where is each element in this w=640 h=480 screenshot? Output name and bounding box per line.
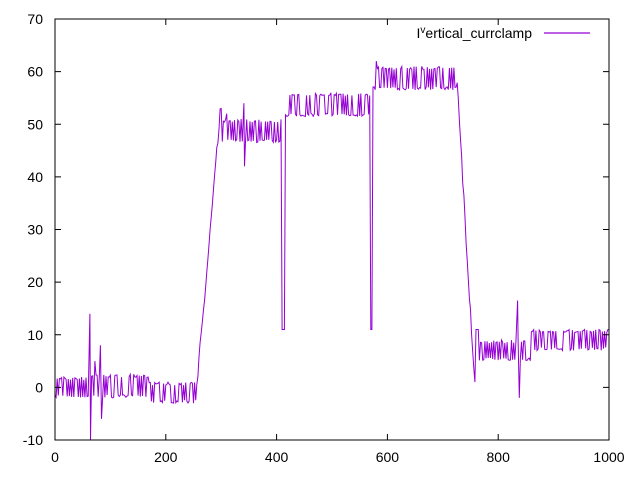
y-tick-label: 10 (27, 327, 43, 343)
plot-area (54, 61, 610, 441)
legend-superscript: v (420, 25, 425, 36)
y-tick-label: 0 (35, 379, 43, 395)
legend-label: Ivertical_currclamp (417, 25, 533, 42)
legend-prefix: I (417, 25, 421, 41)
series-line (54, 61, 610, 441)
x-tick-label: 200 (154, 449, 178, 465)
x-tick-label: 600 (376, 449, 400, 465)
x-tick-label: 0 (51, 449, 59, 465)
x-tick-label: 400 (265, 449, 289, 465)
legend: Ivertical_currclamp (417, 25, 590, 42)
y-tick-label: -10 (23, 432, 43, 448)
y-tick-label: 20 (27, 274, 43, 290)
y-tick-label: 60 (27, 64, 43, 80)
x-tick-label: 800 (487, 449, 511, 465)
axes: 0 200 400 600 800 1000 -10 0 10 20 30 40 50 60 70 (23, 11, 625, 465)
x-tick-label: 1000 (593, 449, 624, 465)
y-tick-label: 50 (27, 116, 43, 132)
legend-suffix: ertical_currclamp (425, 25, 532, 41)
y-tick-label: 30 (27, 222, 43, 238)
y-tick-label: 40 (27, 169, 43, 185)
plot-frame (54, 18, 610, 441)
y-tick-label: 70 (27, 11, 43, 27)
